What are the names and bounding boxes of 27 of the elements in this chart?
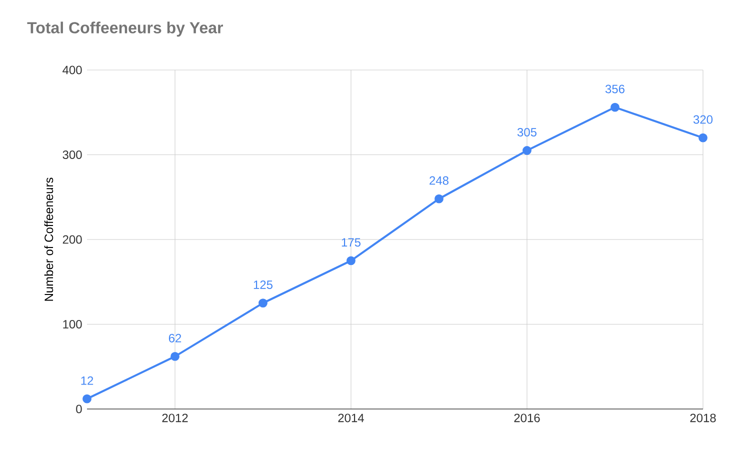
- y-tick-label: 100: [63, 320, 82, 328]
- point: [258, 298, 268, 308]
- y-axis-title: Number of Coffeeneurs: [44, 178, 54, 301]
- data-label: 356: [605, 84, 624, 94]
- y-tick-label: 0: [76, 404, 82, 414]
- data-label: 125: [254, 280, 273, 289]
- data-label: 12: [81, 376, 94, 385]
- data-label: 248: [430, 176, 448, 185]
- point: [610, 102, 620, 112]
- data-label: 320: [693, 115, 713, 124]
- y-tick-label: 200: [62, 235, 82, 244]
- x-tick-label: 2016: [514, 414, 540, 422]
- x-tick-label: 2018: [690, 414, 716, 422]
- data-label: 305: [517, 128, 536, 136]
- point: [170, 352, 180, 361]
- y-tick-label: 300: [62, 150, 82, 159]
- data-label: 175: [342, 238, 360, 246]
- x-tick-label: 2014: [338, 414, 364, 422]
- point: [346, 256, 356, 265]
- point: [522, 146, 532, 155]
- point: [434, 194, 444, 204]
- data-label: 62: [168, 334, 182, 342]
- x-tick-label: 2012: [162, 414, 188, 422]
- chart-title: Total Coffeeneurs by Year: [27, 22, 223, 36]
- point: [698, 133, 708, 142]
- y-tick-label: 400: [62, 66, 82, 74]
- point: [82, 394, 92, 404]
